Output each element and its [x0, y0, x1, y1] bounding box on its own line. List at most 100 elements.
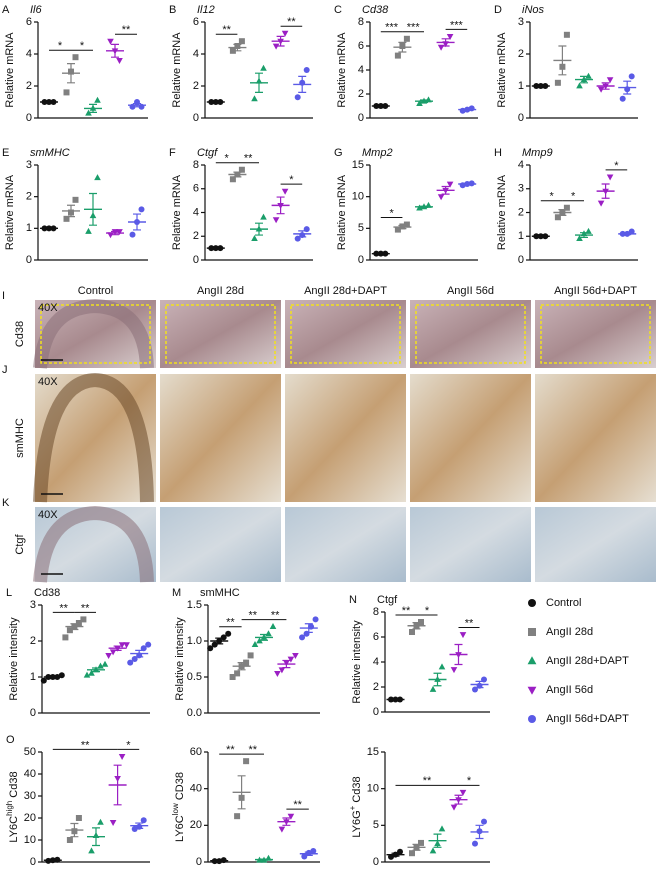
micrograph [410, 374, 531, 502]
error-bar [601, 183, 610, 199]
legend-label: AngII 56d [546, 684, 593, 696]
data-point [563, 204, 570, 211]
data-point [40, 677, 47, 684]
data-point [220, 634, 227, 641]
y-axis-label-part: Cd38 [8, 771, 20, 800]
error-bar [237, 775, 246, 810]
significance-label: ** [81, 739, 90, 751]
y-axis-label: Relative mRNA [336, 32, 348, 108]
data-point [294, 94, 301, 101]
region-outline [540, 304, 651, 364]
data-point [72, 196, 79, 203]
y-tick-label: 10 [367, 783, 379, 795]
y-tick-label: 30 [24, 790, 36, 802]
data-point [278, 667, 286, 674]
magnification: 40X [38, 509, 58, 521]
significance-label: ** [222, 24, 231, 36]
error-bar [441, 38, 450, 47]
error-bar [135, 649, 144, 658]
y-tick-label: 0.0 [187, 707, 202, 719]
significance-label: * [224, 153, 229, 165]
data-point [234, 813, 241, 820]
data-point [105, 653, 112, 659]
panel-title: iNos [522, 4, 545, 16]
data-point [127, 659, 134, 666]
y-axis-label-part: LY6C [8, 816, 20, 843]
panel-letter: F [169, 147, 176, 159]
y-tick-label: 6 [193, 16, 199, 28]
error-bar [304, 623, 313, 633]
data-point [281, 30, 289, 37]
panel-letter: O [6, 734, 15, 746]
data-point [272, 217, 280, 224]
micrograph [410, 300, 531, 368]
error-bar [580, 232, 588, 239]
y-axis-label-part: low [171, 803, 180, 815]
significance-label: * [289, 174, 294, 186]
data-point [83, 671, 91, 678]
micrograph [285, 300, 406, 368]
error-bar [70, 822, 79, 838]
column-label: AngII 56d+DAPT [554, 285, 637, 297]
y-tick-label: 0 [26, 254, 32, 266]
panel-letter: L [6, 587, 12, 599]
error-bar [276, 196, 285, 215]
error-bar [282, 659, 291, 669]
error-bar [70, 623, 79, 631]
y-tick-label: 4 [26, 48, 32, 60]
data-point [131, 656, 138, 662]
y-tick-label: 6 [193, 183, 199, 195]
data-point [116, 229, 123, 236]
data-point [118, 642, 126, 649]
y-tick-label: 3 [26, 159, 32, 171]
micrograph [410, 507, 531, 582]
y-axis-label: Relative mRNA [496, 32, 508, 108]
data-point [88, 847, 95, 854]
error-bar [298, 75, 307, 93]
micrograph [285, 507, 406, 582]
error-bar [412, 622, 421, 630]
data-point [459, 789, 467, 796]
y-tick-label: 5 [358, 222, 364, 234]
y-tick-label: 0 [193, 112, 199, 124]
data-point [429, 847, 437, 854]
data-point [251, 95, 258, 102]
data-point [437, 194, 445, 201]
y-tick-label: 2 [373, 681, 379, 693]
error-bar [463, 182, 472, 186]
data-point [563, 31, 570, 38]
y-axis-label: Relative intensity [8, 617, 20, 701]
y-tick-label: 8 [373, 606, 379, 618]
error-bar [255, 222, 263, 236]
y-tick-label: 1 [518, 80, 524, 92]
y-tick-label: 1.5 [187, 599, 202, 611]
error-bar [412, 843, 421, 851]
data-point [299, 634, 306, 641]
error-bar [282, 817, 291, 826]
region-outline [40, 304, 151, 364]
panel-title: Cd38 [34, 587, 60, 599]
data-point [429, 685, 437, 692]
y-tick-label: 40 [190, 783, 202, 795]
row-label: smMHC [14, 418, 26, 458]
data-point [256, 637, 263, 644]
data-point [269, 623, 277, 629]
y-tick-label: 3 [518, 16, 524, 28]
data-point [606, 174, 614, 181]
vessel-wall [33, 298, 154, 369]
y-tick-label: 0 [26, 112, 32, 124]
data-point [85, 227, 92, 234]
data-point [554, 79, 561, 86]
data-point [63, 215, 70, 222]
data-point [585, 72, 592, 79]
data-point [129, 231, 136, 238]
y-axis-label: Relative mRNA [336, 174, 348, 250]
data-point [238, 38, 245, 45]
y-tick-label: 20 [24, 812, 36, 824]
significance-label: ** [271, 610, 280, 622]
y-tick-label: 15 [367, 746, 379, 758]
y-tick-label: 20 [190, 819, 202, 831]
micrograph [160, 300, 281, 368]
data-point [66, 627, 73, 634]
y-axis-label: LY6G+ Cd38 [348, 776, 363, 837]
